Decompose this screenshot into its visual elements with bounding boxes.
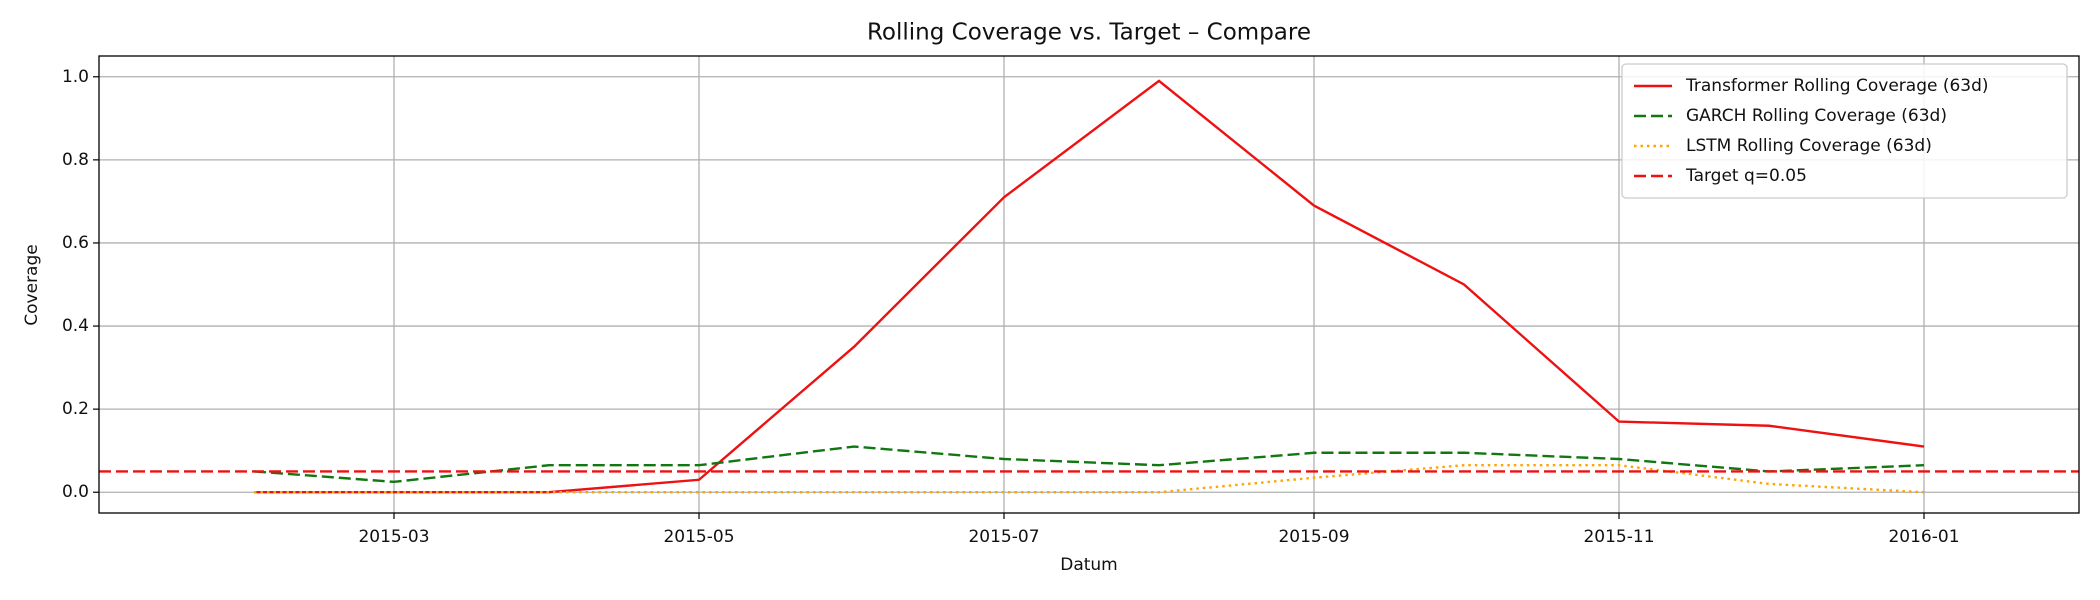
series-line (254, 464, 1925, 494)
series-line (253, 445, 1925, 484)
legend-label: LSTM Rolling Coverage (63d) (1686, 136, 1932, 156)
x-tick-label: 2016-01 (1888, 527, 1959, 547)
x-tick-label: 2015-05 (663, 527, 734, 547)
x-tick-label: 2015-11 (1583, 527, 1654, 547)
legend-box (1621, 63, 2068, 199)
x-axis-label: Datum (1060, 555, 1118, 575)
series-line (254, 79, 1925, 494)
y-tick-label: 0.8 (62, 150, 89, 170)
legend: Transformer Rolling Coverage (63d) GARCH … (1621, 63, 2068, 199)
y-tick-label: 0.6 (62, 233, 89, 253)
chart-title: Rolling Coverage vs. Target – Compare (867, 20, 1311, 46)
x-tick-label: 2015-09 (1278, 527, 1349, 547)
legend-label: Transformer Rolling Coverage (63d) (1685, 76, 1989, 96)
y-tick-label: 0.2 (62, 399, 89, 419)
y-tick-label: 1.0 (62, 67, 89, 87)
legend-label: Target q=0.05 (1685, 166, 1807, 186)
y-axis-label: Coverage (22, 244, 42, 325)
x-tick-label: 2015-07 (968, 527, 1039, 547)
x-tick-label: 2015-03 (358, 527, 429, 547)
plot-frame (98, 55, 2080, 514)
y-tick-label: 0.4 (62, 316, 89, 336)
y-tick-label: 0.0 (62, 482, 89, 502)
legend-label: GARCH Rolling Coverage (63d) (1686, 106, 1947, 126)
